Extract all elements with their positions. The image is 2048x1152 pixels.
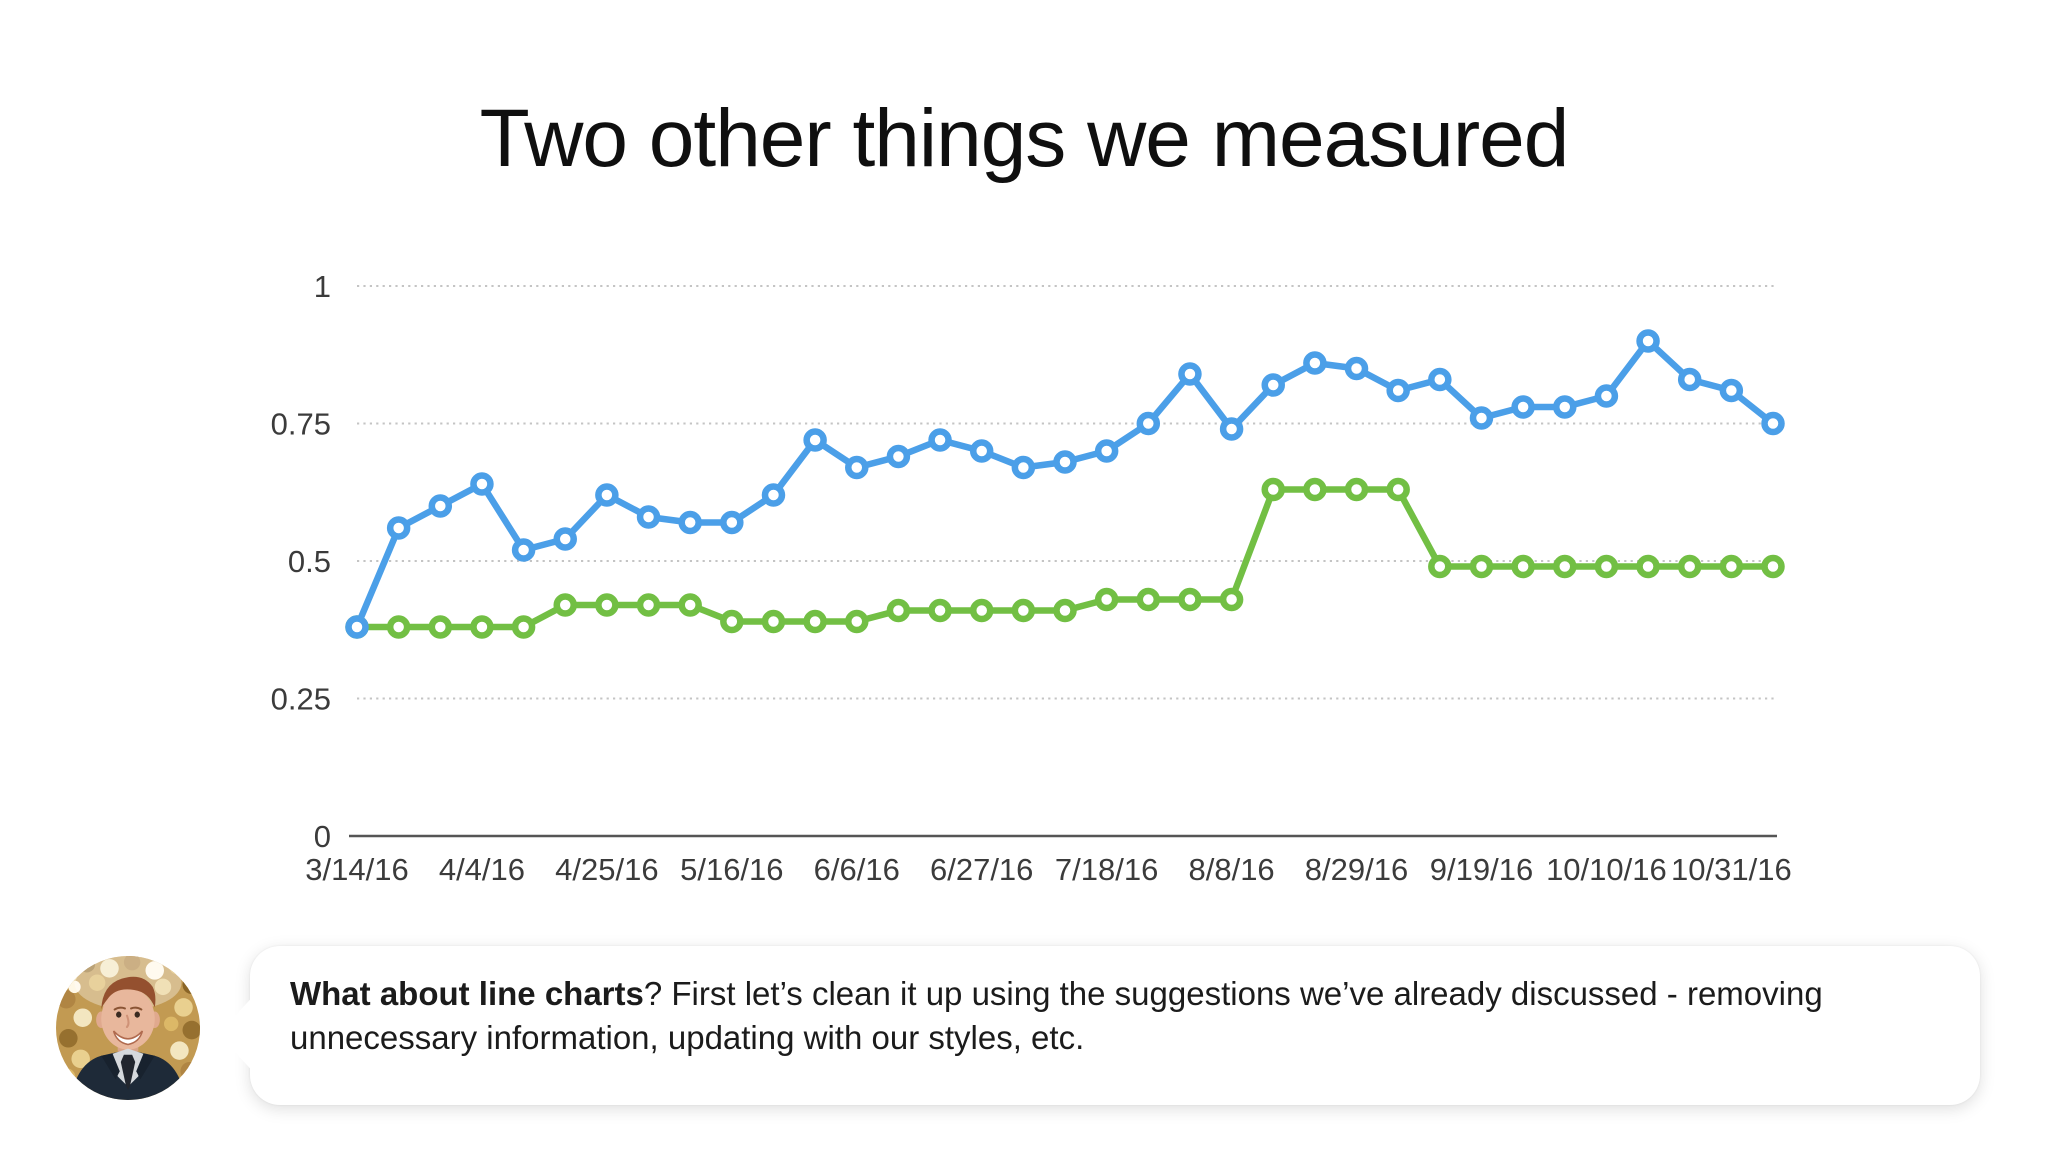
series-blue-point <box>553 527 577 551</box>
series-blue-point <box>1219 417 1244 441</box>
avatar-image <box>56 956 200 1100</box>
series-blue-point <box>428 494 453 518</box>
series-blue-line <box>353 337 1777 631</box>
series-green-point <box>678 593 702 617</box>
x-tick-label: 4/25/16 <box>555 852 658 887</box>
x-tick-label: 10/31/16 <box>1671 852 1792 887</box>
series-blue-point <box>803 428 827 452</box>
y-tick-label: 0.5 <box>288 544 331 579</box>
x-tick-label: 6/6/16 <box>814 852 900 887</box>
series-blue-point <box>1303 351 1327 375</box>
speech-bubble-body-text: ? First let’s clean it up using the sugg… <box>290 975 1823 1056</box>
y-tick-label: 0.25 <box>271 682 331 717</box>
sequin-background <box>57 956 200 1087</box>
series-green-point <box>928 598 952 623</box>
slide-title: Two other things we measured <box>479 93 1570 184</box>
series-green-point <box>386 615 411 639</box>
avatar-photo <box>56 956 200 1100</box>
series-green-point <box>1053 598 1077 623</box>
series-blue-point <box>1386 378 1410 403</box>
series-blue-point <box>678 510 702 535</box>
series-green-point <box>1636 554 1660 579</box>
series-blue-point <box>886 444 911 469</box>
x-tick-label: 6/27/16 <box>930 852 1033 887</box>
series-blue-point <box>1511 395 1535 419</box>
series-blue-point <box>1677 367 1702 392</box>
y-tick-label: 1 <box>314 269 331 304</box>
series-blue-point <box>1594 384 1619 408</box>
series-blue-point <box>636 505 661 529</box>
series-green-point <box>803 609 827 634</box>
series-green-point <box>969 598 994 623</box>
series-green-point <box>720 609 744 634</box>
x-tick-label: 10/10/16 <box>1546 852 1667 887</box>
series-blue-point <box>761 483 786 507</box>
series-green-point <box>761 609 786 634</box>
series-blue-point <box>345 615 369 639</box>
series-blue-point <box>1178 362 1202 386</box>
series-blue-point <box>1428 367 1452 392</box>
series-green-point <box>595 593 619 617</box>
series-green-point <box>553 593 577 617</box>
series-blue-point <box>720 510 744 535</box>
series-blue-point <box>1469 406 1494 430</box>
series-green-point <box>1677 554 1702 579</box>
series-green-point <box>1011 598 1036 623</box>
series-blue-point <box>928 428 952 452</box>
x-tick-label: 9/19/16 <box>1430 852 1533 887</box>
series-blue-point <box>511 538 536 562</box>
y-tick-label: 0.75 <box>271 407 331 442</box>
series-green-point <box>1261 477 1285 502</box>
series-green-point <box>1511 554 1535 579</box>
series-blue-point <box>1719 378 1744 403</box>
series-green-point <box>1094 587 1119 612</box>
series-green-point <box>1553 554 1577 579</box>
series-green-point <box>845 609 869 634</box>
series-blue-point <box>1344 356 1369 381</box>
series-blue-point <box>386 516 411 540</box>
x-tick-label: 4/4/16 <box>439 852 525 887</box>
y-tick-label: 0 <box>314 819 331 854</box>
series-green-point <box>511 615 536 639</box>
series-green-point <box>1303 477 1327 502</box>
series-green-point <box>1594 554 1619 579</box>
speech-bubble: What about line charts? First let’s clea… <box>218 946 1980 1105</box>
series-blue-point <box>1136 411 1161 436</box>
series-green-point <box>1136 587 1161 612</box>
series-green-point <box>886 598 911 623</box>
series-green-point <box>1344 477 1369 502</box>
series-blue-point <box>470 472 494 496</box>
x-tick-label: 8/29/16 <box>1305 852 1408 887</box>
series-green-point <box>1428 554 1452 579</box>
series-green-point <box>470 615 494 639</box>
speech-bubble-bold-text: What about line charts <box>290 975 644 1012</box>
speech-bubble-text: What about line charts? First let’s clea… <box>290 972 1940 1060</box>
series-blue-point <box>1553 395 1577 419</box>
series-blue-point <box>595 483 619 507</box>
series-blue-point <box>1261 373 1285 397</box>
x-tick-label: 5/16/16 <box>680 852 783 887</box>
x-tick-label: 8/8/16 <box>1188 852 1274 887</box>
series-green-point <box>1386 477 1410 502</box>
series-green-point <box>1719 554 1744 579</box>
series-blue-point <box>969 439 994 463</box>
series-green-point <box>1761 554 1785 579</box>
series-green-point <box>1178 587 1202 612</box>
series-green-point <box>1469 554 1494 579</box>
x-tick-label: 7/18/16 <box>1055 852 1158 887</box>
series-blue-point <box>845 455 869 480</box>
series-blue-point <box>1761 411 1785 436</box>
series-blue-point <box>1053 450 1077 474</box>
series-blue-point <box>1094 439 1119 463</box>
series-blue-point <box>1636 329 1660 353</box>
series-green-point <box>636 593 661 617</box>
series-green-point <box>1219 587 1244 612</box>
portrait <box>70 976 186 1100</box>
x-tick-label: 3/14/16 <box>305 852 408 887</box>
series-blue-point <box>1011 455 1036 480</box>
series-green-point <box>428 615 453 639</box>
